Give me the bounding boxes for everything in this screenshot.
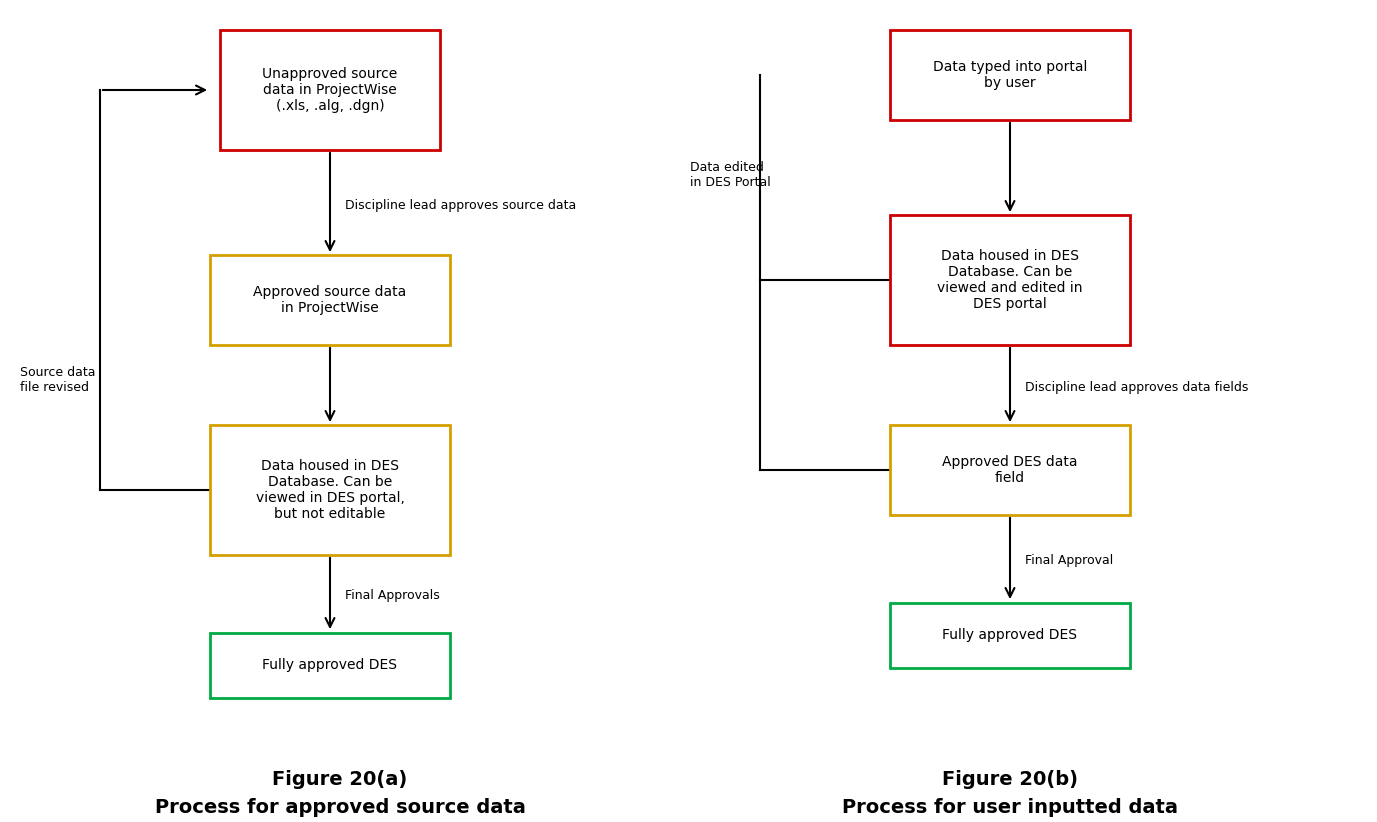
Text: Discipline lead approves source data: Discipline lead approves source data (346, 198, 576, 211)
Text: Figure 20(b): Figure 20(b) (942, 770, 1078, 789)
Text: Unapproved source
data in ProjectWise
(.xls, .alg, .dgn): Unapproved source data in ProjectWise (.… (263, 67, 398, 113)
FancyBboxPatch shape (890, 425, 1131, 515)
Text: Approved DES data
field: Approved DES data field (942, 455, 1078, 485)
Text: Source data
file revised: Source data file revised (21, 366, 95, 394)
Text: Approved source data
in ProjectWise: Approved source data in ProjectWise (253, 285, 406, 315)
Text: Fully approved DES: Fully approved DES (942, 628, 1077, 642)
FancyBboxPatch shape (211, 425, 450, 555)
Text: Final Approvals: Final Approvals (346, 589, 439, 602)
Text: Data housed in DES
Database. Can be
viewed in DES portal,
but not editable: Data housed in DES Database. Can be view… (256, 459, 405, 521)
Text: Process for approved source data: Process for approved source data (154, 798, 526, 817)
FancyBboxPatch shape (220, 30, 441, 150)
Text: Fully approved DES: Fully approved DES (263, 658, 398, 672)
Text: Data housed in DES
Database. Can be
viewed and edited in
DES portal: Data housed in DES Database. Can be view… (938, 249, 1082, 312)
FancyBboxPatch shape (890, 603, 1131, 667)
FancyBboxPatch shape (211, 632, 450, 698)
FancyBboxPatch shape (211, 255, 450, 345)
Text: Data edited
in DES Portal: Data edited in DES Portal (690, 161, 771, 189)
Text: Discipline lead approves data fields: Discipline lead approves data fields (1024, 381, 1249, 394)
FancyBboxPatch shape (890, 215, 1131, 345)
Text: Data typed into portal
by user: Data typed into portal by user (932, 60, 1088, 90)
Text: Figure 20(a): Figure 20(a) (273, 770, 408, 789)
FancyBboxPatch shape (890, 30, 1131, 120)
Text: Process for user inputted data: Process for user inputted data (841, 798, 1177, 817)
Text: Final Approval: Final Approval (1024, 553, 1113, 566)
